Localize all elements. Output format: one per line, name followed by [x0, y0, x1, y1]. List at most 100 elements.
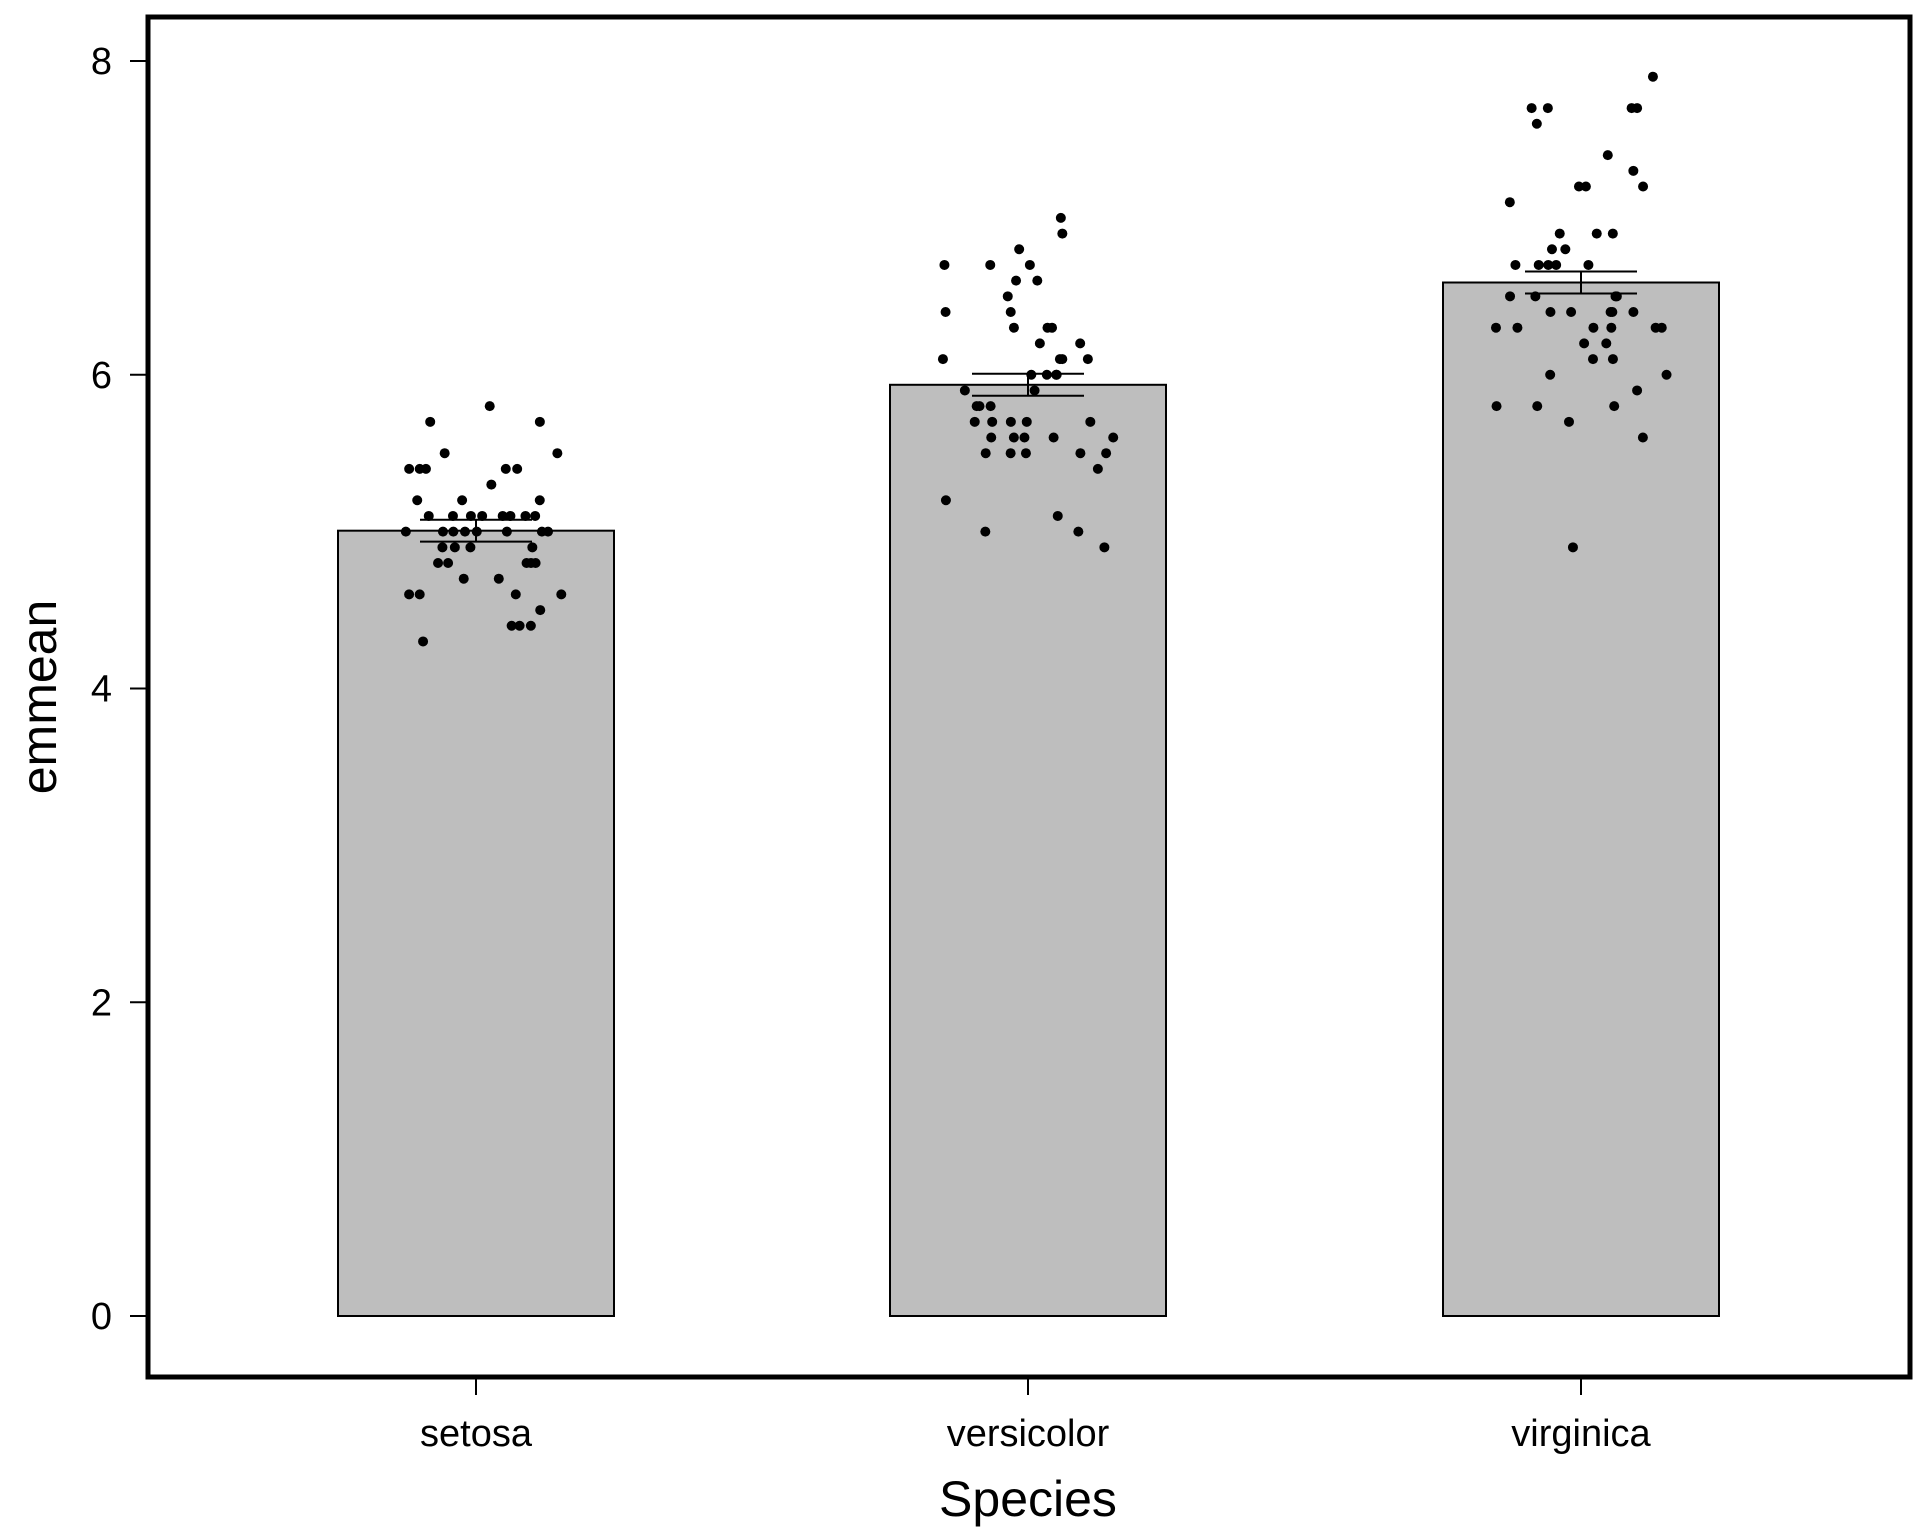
data-point — [437, 526, 448, 537]
data-point — [484, 401, 495, 412]
points-layer — [400, 71, 1672, 647]
x-tick-label: setosa — [420, 1413, 533, 1455]
data-point — [1531, 118, 1542, 129]
data-point — [471, 526, 482, 537]
data-point — [1554, 228, 1565, 239]
data-point — [980, 526, 991, 537]
data-point — [1602, 150, 1613, 161]
data-point — [1545, 307, 1556, 317]
data-point — [1632, 385, 1643, 396]
data-point — [1029, 385, 1040, 396]
data-point — [1055, 212, 1066, 223]
data-point — [1047, 322, 1058, 333]
data-point — [414, 463, 425, 474]
data-point — [497, 510, 508, 521]
data-point — [1647, 71, 1658, 82]
data-point — [1526, 103, 1537, 114]
data-point — [1532, 401, 1543, 412]
data-point — [1505, 291, 1516, 302]
data-point — [459, 526, 470, 537]
data-point — [1656, 322, 1667, 333]
data-point — [937, 354, 948, 365]
data-point — [939, 259, 950, 270]
data-point — [1533, 259, 1544, 270]
data-point — [1638, 181, 1649, 192]
data-point — [1609, 401, 1620, 412]
data-point — [959, 385, 970, 396]
data-point — [1588, 322, 1599, 333]
data-point — [501, 526, 512, 537]
data-point — [1591, 228, 1602, 239]
data-point — [477, 510, 488, 521]
data-point — [1580, 181, 1591, 192]
data-point — [457, 495, 468, 506]
bar-versicolor — [889, 383, 1167, 1318]
data-point — [1073, 526, 1084, 537]
data-point — [530, 558, 541, 568]
data-point — [1504, 197, 1515, 208]
data-point — [404, 589, 415, 600]
data-point — [514, 620, 525, 631]
data-point — [512, 463, 523, 474]
y-tick-label: 6 — [91, 355, 112, 397]
data-point — [486, 479, 497, 490]
data-point — [1543, 259, 1554, 270]
data-point — [1108, 432, 1119, 443]
data-point — [1075, 338, 1086, 349]
data-point — [1101, 448, 1112, 459]
data-point — [1573, 181, 1584, 192]
data-point — [1002, 291, 1013, 302]
data-point — [987, 416, 998, 427]
data-point — [1041, 369, 1052, 380]
data-point — [1579, 338, 1590, 349]
bar-setosa — [337, 529, 615, 1317]
data-point — [449, 542, 460, 553]
data-point — [1092, 463, 1103, 474]
data-point — [1563, 416, 1574, 427]
data-point — [520, 510, 531, 521]
data-point — [552, 448, 563, 459]
data-point — [404, 463, 415, 474]
y-axis: 0 2 4 6 8 — [91, 41, 148, 1338]
data-point — [1546, 244, 1557, 255]
data-point — [1005, 448, 1016, 459]
data-point — [980, 448, 991, 459]
data-point — [505, 510, 516, 521]
data-point — [448, 526, 459, 537]
data-point — [493, 573, 504, 584]
data-point — [534, 416, 545, 427]
data-point — [1628, 165, 1639, 176]
data-point — [1491, 401, 1502, 412]
y-tick-label: 2 — [91, 982, 112, 1024]
data-point — [556, 589, 567, 600]
data-point — [1021, 416, 1032, 427]
data-point — [465, 542, 476, 553]
y-tick-label: 4 — [91, 669, 112, 711]
data-point — [1601, 338, 1612, 349]
data-point — [1490, 322, 1501, 333]
data-point — [525, 620, 536, 631]
data-point — [447, 510, 458, 521]
data-point — [1512, 322, 1523, 333]
data-point — [1567, 542, 1578, 553]
data-point — [1014, 244, 1025, 255]
x-axis: setosa versicolor virginica — [420, 1377, 1652, 1455]
data-point — [1054, 354, 1065, 365]
data-point — [985, 401, 996, 412]
data-point — [1082, 354, 1093, 365]
data-point — [439, 448, 450, 459]
y-axis-title: emmean — [11, 600, 67, 795]
data-point — [1637, 432, 1648, 443]
data-point — [423, 510, 434, 521]
data-point — [418, 636, 429, 647]
data-point — [1008, 432, 1019, 443]
data-point — [1530, 291, 1541, 302]
data-point — [1610, 291, 1621, 302]
data-point — [527, 542, 538, 553]
data-point — [1026, 369, 1037, 380]
data-point — [500, 463, 511, 474]
data-point — [940, 307, 951, 317]
data-point — [1005, 416, 1016, 427]
data-point — [1051, 369, 1062, 380]
